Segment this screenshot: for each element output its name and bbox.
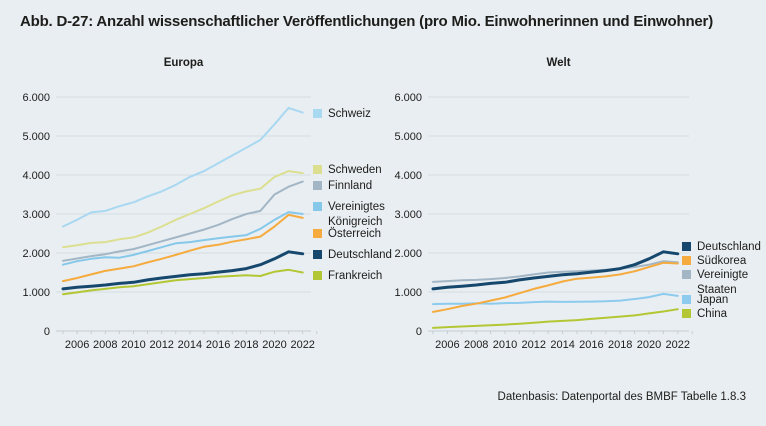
series-line-oesterreich [62, 213, 304, 283]
europa-chart: 0 1.000 2.000 3.000 4.000 5.000 6.000 2006 2008 2… [22, 92, 318, 351]
x-tick-label: 2012 [149, 339, 173, 351]
x-tick-label: 2018 [234, 339, 258, 351]
europa-chart-title: Europa [163, 57, 204, 69]
x-tick-label: 2020 [262, 339, 286, 351]
x-tick-label: 2008 [93, 339, 117, 351]
welt-chart-title: Welt [546, 57, 571, 69]
y-tick-label: 0 [416, 326, 422, 338]
y-tick-label: 4.000 [22, 170, 50, 182]
x-tick-label: 2014 [550, 339, 574, 351]
series-line-vereinigtes-koenigreich [62, 211, 304, 266]
y-tick-label: 5.000 [22, 131, 50, 143]
y-tick-label: 6.000 [394, 92, 422, 104]
series-line-schweiz [62, 106, 304, 228]
x-tick-label: 2012 [522, 339, 546, 351]
y-tick-label: 1.000 [394, 287, 422, 299]
y-tick-label: 5.000 [394, 131, 422, 143]
series-line-frankreich [62, 268, 304, 296]
series-line-china [432, 308, 679, 329]
y-tick-label: 2.000 [22, 248, 50, 260]
x-tick-label: 2018 [608, 339, 632, 351]
x-tick-label: 2016 [579, 339, 603, 351]
x-tick-label: 2022 [666, 339, 690, 351]
series-line-vereinigte-staaten [432, 260, 679, 283]
x-tick-label: 2006 [435, 339, 459, 351]
y-tick-label: 3.000 [22, 209, 50, 221]
y-tick-label: 2.000 [394, 248, 422, 260]
series-line-schweden [62, 170, 304, 249]
x-tick-label: 2022 [290, 339, 314, 351]
series-line-finnland [62, 180, 304, 262]
x-tick-label: 2014 [178, 339, 202, 351]
y-tick-label: 3.000 [394, 209, 422, 221]
series-line-japan [432, 292, 679, 306]
series-line-deutschland [61, 250, 305, 291]
y-tick-label: 4.000 [394, 170, 422, 182]
y-tick-label: 0 [44, 326, 50, 338]
x-tick-label: 2006 [65, 339, 89, 351]
welt-chart: 0 1.000 2.000 3.000 4.000 5.000 6.000 2006 2008 2… [394, 92, 693, 351]
x-tick-label: 2008 [464, 339, 488, 351]
series-line-deutschland [431, 250, 680, 291]
x-tick-label: 2020 [637, 339, 661, 351]
y-tick-label: 6.000 [22, 92, 50, 104]
x-tick-label: 2010 [493, 339, 517, 351]
y-tick-label: 1.000 [22, 287, 50, 299]
x-tick-label: 2016 [206, 339, 230, 351]
x-tick-label: 2010 [121, 339, 145, 351]
series-line-suedkorea [432, 261, 679, 313]
source-note: Datenbasis: Datenportal des BMBF Tabelle… [497, 391, 746, 403]
figure-title: Abb. D-27: Anzahl wissenschaftlicher Ver… [20, 13, 713, 30]
